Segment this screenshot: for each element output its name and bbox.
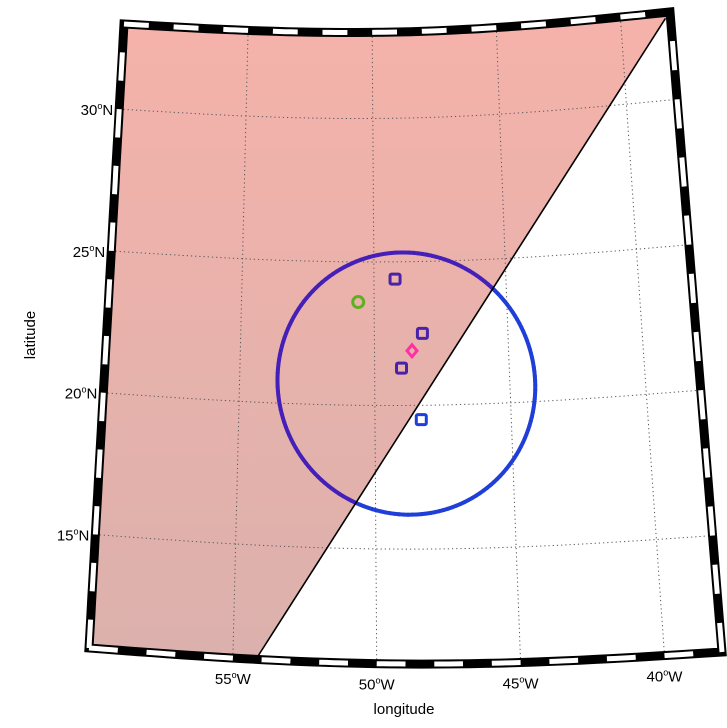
frame-checker xyxy=(549,657,579,664)
frame-checker xyxy=(112,165,119,195)
frame-checker xyxy=(684,215,692,245)
frame-checker xyxy=(173,24,199,31)
frame-checker xyxy=(203,653,234,661)
diamond-marker xyxy=(405,342,419,360)
latitude-tick-label: 25oN xyxy=(73,243,106,261)
frame-checker xyxy=(105,279,113,308)
uncertainty-ellipse xyxy=(275,250,538,517)
frame-checker xyxy=(698,389,706,420)
frame-checker xyxy=(319,659,349,666)
frame-checker xyxy=(272,28,298,35)
frame-checker xyxy=(123,21,149,28)
meridian-line xyxy=(495,27,522,663)
longitude-tick-label: 55oW xyxy=(215,670,252,688)
longitude-tick-label: 45oW xyxy=(503,675,540,693)
meridian-line xyxy=(619,16,665,656)
frame-checker xyxy=(606,654,636,662)
graticule xyxy=(95,16,713,664)
latitude-tick-label: 20oN xyxy=(65,385,98,403)
frame-checker xyxy=(712,564,720,595)
shaded-region xyxy=(89,12,720,665)
dividing-line xyxy=(255,17,667,660)
latitude-tick-labels: 30oN 25oN 20oN 15oN xyxy=(57,101,113,544)
frame-checker xyxy=(679,157,687,187)
x-axis-label: longitude xyxy=(374,701,435,718)
parallel-line xyxy=(103,389,701,406)
frame-checker xyxy=(570,17,596,25)
longitude-tick-label: 50oW xyxy=(359,676,396,694)
square-marker xyxy=(395,361,409,375)
frame-checker xyxy=(620,12,646,20)
frame-checker xyxy=(421,27,447,34)
square-marker xyxy=(414,413,428,427)
frame-checker xyxy=(89,562,97,592)
frame-checker xyxy=(86,619,94,649)
frame-checker xyxy=(520,21,547,29)
frame-checker xyxy=(88,645,119,653)
frame-checker xyxy=(92,506,100,535)
y-axis-label: latitude xyxy=(22,311,39,359)
longitude-tick-label: 40oW xyxy=(647,668,684,686)
frame-checker xyxy=(261,657,291,664)
frame-checker xyxy=(688,273,697,304)
frame-checker xyxy=(491,660,521,666)
markers xyxy=(351,272,429,427)
circle-marker xyxy=(351,295,366,310)
frame-checker xyxy=(717,622,725,653)
parallel-line xyxy=(119,98,678,119)
frame-checker xyxy=(96,449,103,478)
frame-checker xyxy=(118,52,125,81)
latitude-tick-label: 15oN xyxy=(57,527,90,545)
frame-checker xyxy=(102,335,109,365)
frame-checker xyxy=(703,448,711,478)
ellipse-segment xyxy=(515,317,522,326)
frame-checker xyxy=(471,25,497,32)
frame-checker xyxy=(674,99,682,129)
frame-checker xyxy=(693,331,701,362)
meridian-line xyxy=(371,32,378,664)
longitude-tick-labels: 55oW 50oW 45oW 40oW xyxy=(215,668,683,694)
frame-checker xyxy=(99,392,106,422)
frame-checker xyxy=(108,222,116,252)
frame-checker xyxy=(146,649,176,657)
frame-checker xyxy=(223,26,249,33)
frame-checker xyxy=(707,506,715,536)
square-marker xyxy=(415,326,429,340)
square-marker xyxy=(388,272,402,286)
map-frame xyxy=(84,7,727,669)
latitude-tick-label: 30oN xyxy=(81,101,114,119)
frame-checker xyxy=(669,40,678,71)
frame-checker xyxy=(115,108,122,138)
frame-checker xyxy=(664,651,694,659)
